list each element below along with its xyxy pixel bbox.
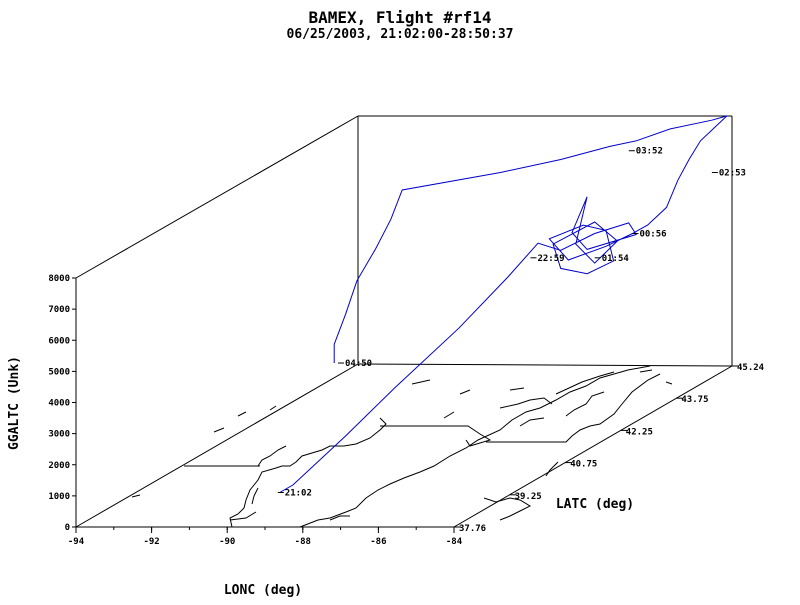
z-tick-label: 8000 xyxy=(48,274,70,284)
chart-subtitle: 06/25/2003, 21:02:00-28:50:37 xyxy=(286,27,514,42)
y-tick-label: 40.75 xyxy=(570,460,597,470)
z-tick-label: 6000 xyxy=(48,336,70,346)
floor-map-outlines xyxy=(131,365,673,528)
y-tick-label: 39.25 xyxy=(515,492,542,502)
z-tick-label: 2000 xyxy=(48,461,70,471)
x-tick-label: -88 xyxy=(295,537,311,547)
x-tick-label: -86 xyxy=(370,537,386,547)
y-tick-label: 37.76 xyxy=(459,524,486,534)
time-annotation-label: 03:52 xyxy=(636,147,663,157)
flight-track-line xyxy=(279,115,728,493)
z-tick-label: 0 xyxy=(65,523,70,533)
y-tick-label: 43.75 xyxy=(681,395,708,405)
y-axis: 37.76 39.25 40.75 42.25 43.75 45.24 xyxy=(454,363,765,534)
y-tick-label: 42.25 xyxy=(626,427,653,437)
time-annotation-label: 21:02 xyxy=(285,489,312,499)
z-tick-label: 3000 xyxy=(48,430,70,440)
x-axis-label: LONC (deg) xyxy=(224,583,302,598)
plot-frame xyxy=(75,115,733,528)
z-axis-label: GGALTC (Unk) xyxy=(7,356,22,450)
y-axis-label: LATC (deg) xyxy=(556,497,634,512)
z-tick-label: 7000 xyxy=(48,305,70,315)
time-annotation-label: 04:50 xyxy=(345,359,372,369)
z-tick-label: 4000 xyxy=(48,399,70,409)
chart-title: BAMEX, Flight #rf14 xyxy=(308,8,492,27)
flight-track xyxy=(279,115,728,493)
x-tick-label: -84 xyxy=(446,537,463,547)
time-annotation-label: 22:59 xyxy=(537,254,564,264)
x-tick-label: -94 xyxy=(68,537,85,547)
z-tick-label: 5000 xyxy=(48,367,70,377)
x-tick-label: -90 xyxy=(219,537,235,547)
z-axis: 0 1000 2000 3000 4000 5000 6000 7000 8000 xyxy=(48,274,76,533)
z-tick-label: 1000 xyxy=(48,492,70,502)
x-axis: -94 -92 -90 -88 -86 -84 xyxy=(68,527,463,547)
x-tick-label: -92 xyxy=(143,537,159,547)
y-tick-label: 45.24 xyxy=(737,363,765,373)
time-annotation-label: 00:56 xyxy=(639,230,666,240)
time-annotation-label: 02:53 xyxy=(719,169,746,179)
time-annotation-label: 01:54 xyxy=(602,254,630,264)
time-annotations: 21:02 04:50 22:59 00:56 01:54 02:53 03:52 xyxy=(277,147,746,499)
